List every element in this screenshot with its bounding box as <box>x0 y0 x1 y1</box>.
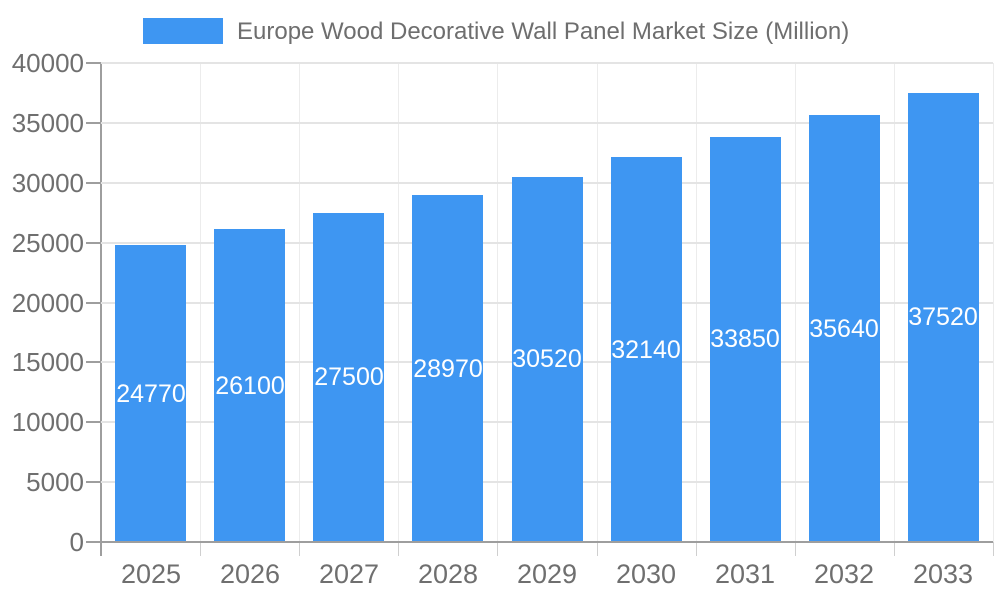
y-axis-tick-label: 20000 <box>11 288 84 318</box>
y-axis-line <box>100 63 102 556</box>
bar <box>611 157 682 542</box>
gridline-vertical <box>993 63 994 542</box>
x-axis-tick <box>894 542 895 556</box>
bar <box>412 195 483 542</box>
bar <box>809 115 880 542</box>
x-axis-tick <box>299 542 300 556</box>
bar-value-label: 35640 <box>809 315 879 343</box>
bar-value-label: 27500 <box>314 363 384 391</box>
y-axis-tick <box>86 481 101 483</box>
y-axis-tick <box>86 182 101 184</box>
x-axis-tick-label: 2029 <box>516 559 578 589</box>
bar-value-label: 32140 <box>611 336 681 364</box>
legend-swatch <box>143 18 223 44</box>
bar <box>710 137 781 542</box>
x-axis-tick-label: 2027 <box>318 559 380 589</box>
gridline-horizontal <box>101 62 993 64</box>
y-axis-tick-label: 0 <box>69 527 84 557</box>
y-axis-tick-label: 15000 <box>11 347 84 377</box>
gridline-horizontal <box>101 122 993 124</box>
x-axis-tick-label: 2025 <box>120 559 182 589</box>
bar <box>908 93 979 542</box>
x-axis-tick-label: 2030 <box>615 559 677 589</box>
x-axis-tick-label: 2033 <box>912 559 974 589</box>
x-axis-tick-label: 2028 <box>417 559 479 589</box>
bar-value-label: 37520 <box>908 303 978 331</box>
y-axis-tick <box>86 62 101 64</box>
y-axis-tick-label: 25000 <box>11 228 84 258</box>
y-axis-tick-label: 35000 <box>11 108 84 138</box>
bar-value-label: 24770 <box>116 380 186 408</box>
bar <box>115 245 186 542</box>
y-axis-tick <box>86 421 101 423</box>
x-axis-tick <box>696 542 697 556</box>
bar-value-label: 26100 <box>215 372 285 400</box>
x-axis-tick <box>597 542 598 556</box>
y-axis-tick <box>86 361 101 363</box>
bar-value-label: 33850 <box>710 325 780 353</box>
x-axis-tick <box>398 542 399 556</box>
x-axis-tick <box>795 542 796 556</box>
bar <box>313 213 384 542</box>
bar-value-label: 30520 <box>512 345 582 373</box>
y-axis-tick <box>86 122 101 124</box>
x-axis-tick <box>200 542 201 556</box>
bar <box>512 177 583 542</box>
x-axis-tick-label: 2026 <box>219 559 281 589</box>
y-axis-tick-label: 5000 <box>26 467 84 497</box>
x-axis-tick <box>993 542 994 556</box>
legend-title: Europe Wood Decorative Wall Panel Market… <box>237 18 850 45</box>
y-axis-tick-label: 30000 <box>11 168 84 198</box>
x-axis-tick <box>497 542 498 556</box>
x-axis-line <box>86 541 993 543</box>
x-axis-tick-label: 2032 <box>813 559 875 589</box>
y-axis-tick-label: 10000 <box>11 407 84 437</box>
y-axis-tick <box>86 302 101 304</box>
y-axis-tick-label: 40000 <box>11 48 84 78</box>
x-axis-tick-label: 2031 <box>714 559 776 589</box>
bar <box>214 229 285 542</box>
y-axis-tick <box>86 242 101 244</box>
bar-value-label: 28970 <box>413 355 483 383</box>
